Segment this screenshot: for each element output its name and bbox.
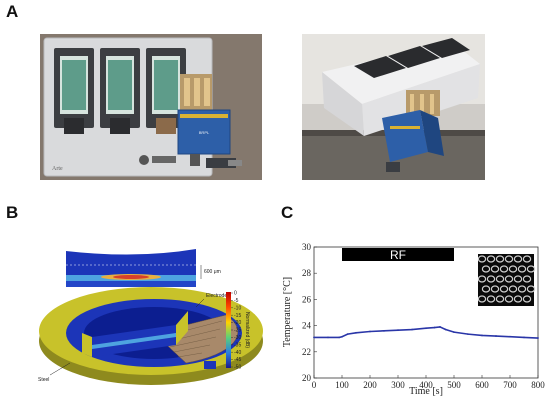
colorbar-tick-label: -10	[234, 305, 241, 311]
y-tick-label: 20	[302, 373, 312, 383]
rf-bar	[342, 248, 454, 261]
data-point	[411, 328, 413, 331]
panel-label-a: A	[6, 2, 19, 21]
x-axis-label: Time [s]	[409, 386, 443, 397]
colorbar-tick-label: -25	[234, 328, 241, 334]
module-label: BRPL	[199, 130, 210, 135]
data-point	[481, 334, 483, 337]
colorbar-tick-label: -5	[234, 298, 239, 304]
x-tick-label: 600	[475, 380, 489, 390]
colorbar-tick-label: -30	[234, 335, 241, 341]
y-tick-label: 30	[302, 242, 312, 252]
x-tick-label: 400	[419, 380, 433, 390]
data-point	[433, 326, 436, 329]
zoom-inset	[66, 249, 202, 287]
data-point	[495, 335, 497, 337]
colorbar-tick-label: -15	[234, 313, 241, 319]
panel-label-c: C	[281, 203, 294, 222]
device-side-photo	[302, 34, 485, 180]
depth-annotation: 600 μm	[204, 269, 221, 275]
x-tick-label: 800	[531, 380, 545, 390]
steel-label: Steel	[38, 377, 49, 383]
y-tick-label: 22	[302, 347, 311, 357]
colorbar: 0 -5 -10 -15 -20 -25 -30 -35 -40 -45 -50 Normalize…	[224, 290, 264, 370]
data-point	[355, 331, 357, 334]
x-tick-label: 300	[391, 380, 405, 390]
inset-micrograph	[477, 254, 536, 306]
x-tick-label: 500	[447, 380, 461, 390]
x-tick-label: 700	[503, 380, 517, 390]
data-point	[523, 336, 525, 339]
y-tick-label: 24	[302, 321, 312, 331]
colorbar-tick-label: 0	[234, 291, 237, 297]
data-point	[537, 337, 539, 339]
y-tick-label: 26	[302, 294, 312, 304]
data-point	[444, 328, 447, 331]
data-point	[338, 336, 341, 339]
electrodes-label: Electrodes	[206, 293, 230, 299]
panel-label-b: B	[6, 203, 19, 222]
x-tick-label: 200	[363, 380, 377, 390]
colorbar-tick-label: -20	[234, 320, 241, 326]
data-point	[341, 335, 343, 338]
device-top-photo: Arte BRPL	[40, 34, 262, 180]
y-axis-label: Temperature [°C]	[282, 277, 293, 347]
data-point	[467, 333, 469, 336]
data-point	[346, 333, 349, 336]
temperature-chart: 0 100 200 300 400 500 600 700 800 20 22 24 26 28 30 RF …	[278, 232, 548, 398]
y-tick-label: 28	[302, 268, 312, 278]
data-point	[327, 336, 329, 339]
colorbar-tick-label: -35	[234, 342, 241, 348]
rf-label: RF	[390, 248, 406, 262]
data-point	[383, 329, 385, 332]
device-brand: Arte	[52, 166, 63, 172]
data-point	[453, 331, 455, 334]
data-point	[369, 330, 371, 333]
data-point	[509, 335, 511, 338]
x-tick-label: 100	[335, 380, 349, 390]
data-point	[425, 327, 427, 330]
data-point	[439, 326, 441, 328]
colorbar-tick-label: -50	[234, 365, 241, 370]
x-tick-label: 0	[312, 380, 317, 390]
colorbar-tick-label: -45	[234, 357, 241, 363]
data-point	[313, 336, 315, 339]
data-point	[397, 329, 399, 332]
colorbar-tick-label: -40	[234, 350, 241, 356]
colorbar-title: Normalized (dB)	[244, 312, 250, 348]
simulation-figure: 600 μm Electrodes Steel	[36, 245, 266, 395]
